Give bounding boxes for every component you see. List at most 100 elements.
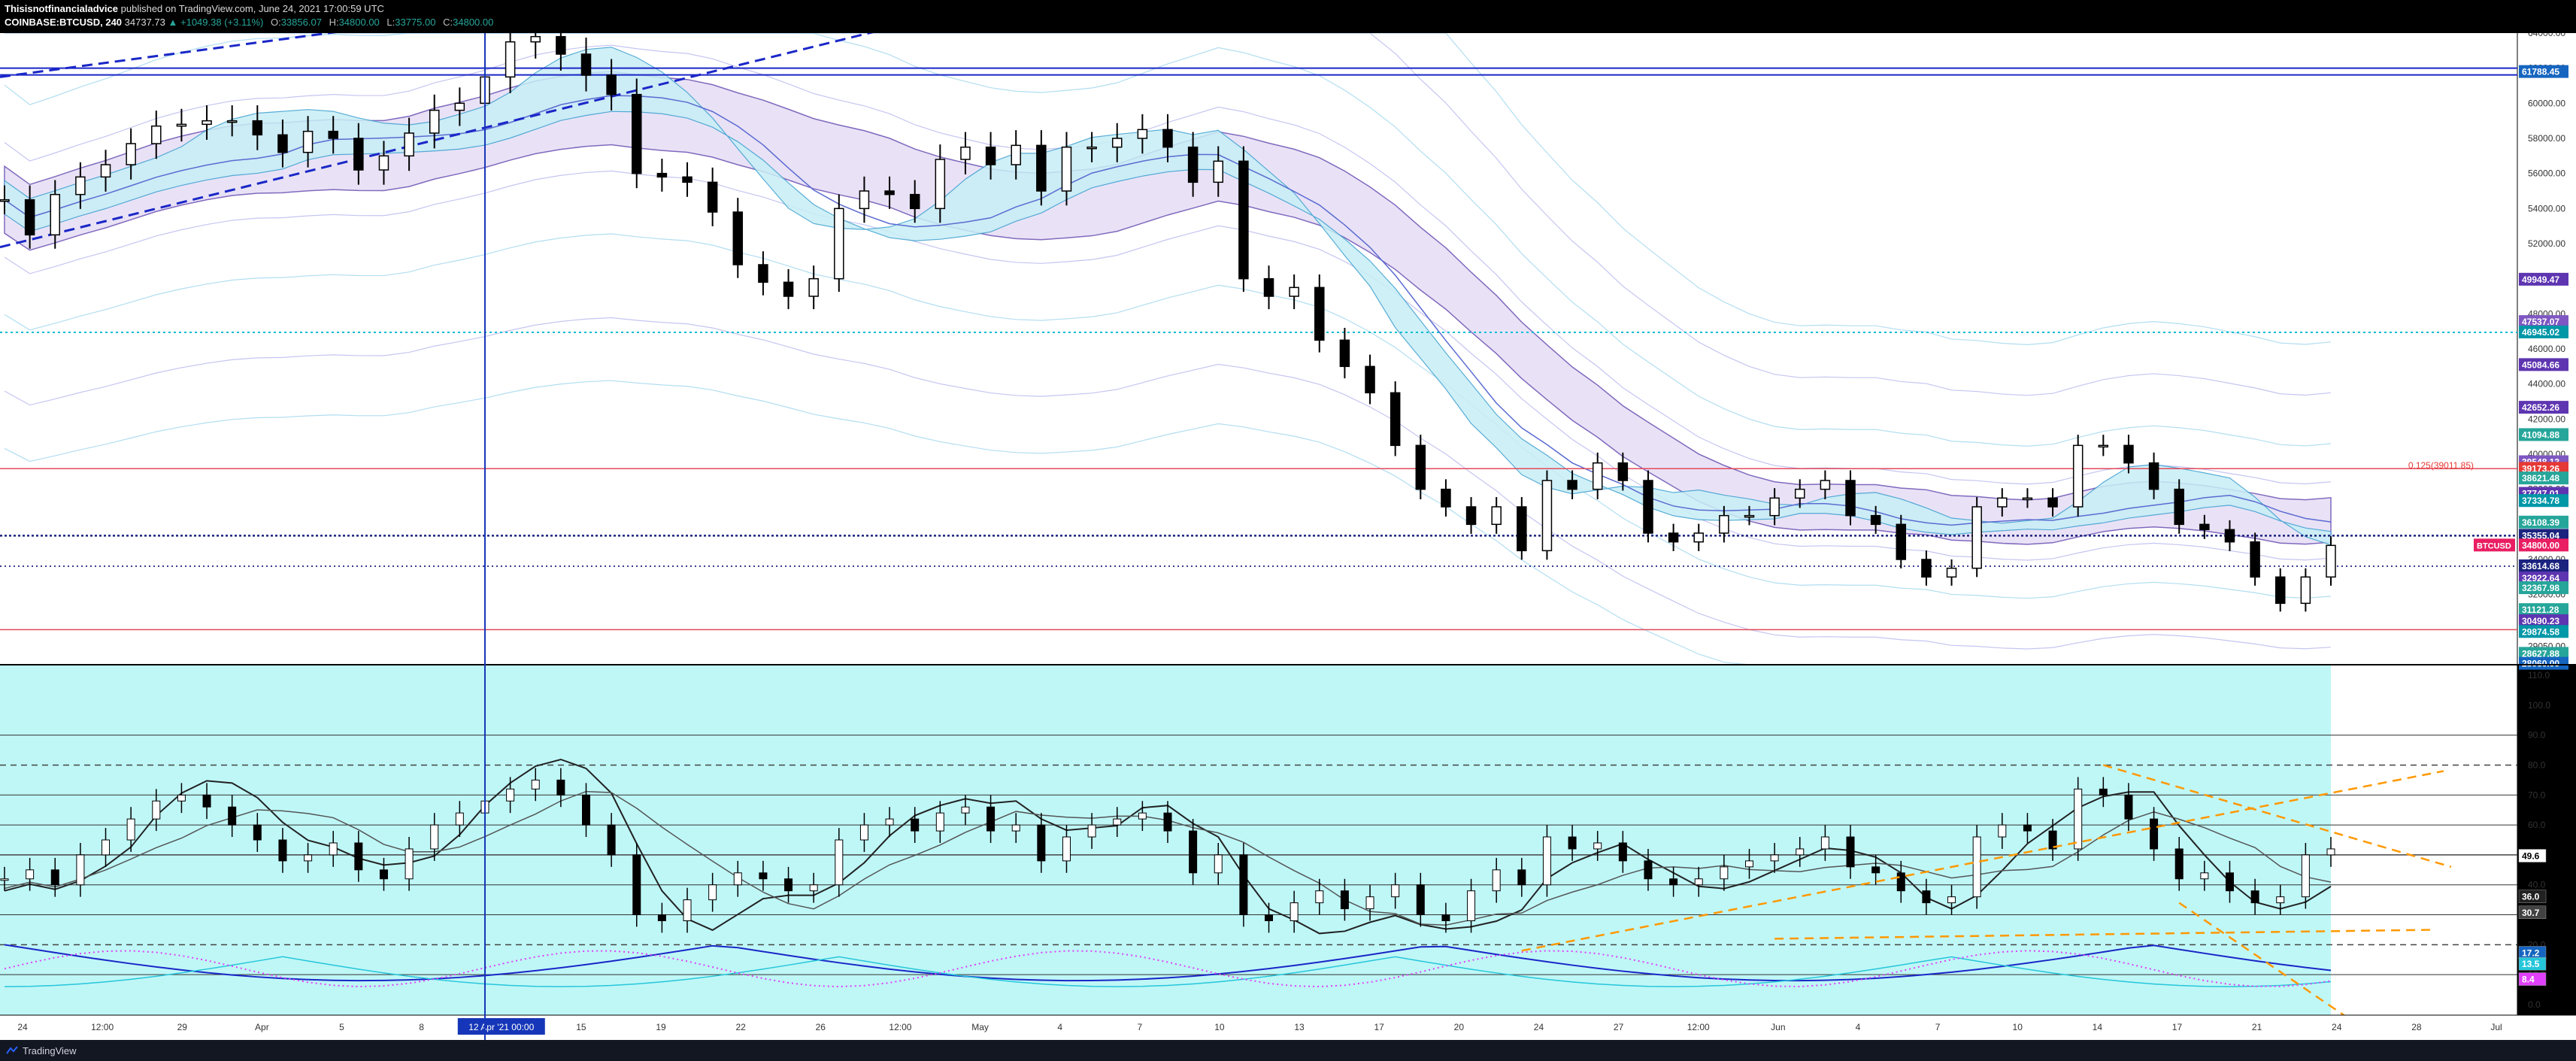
candle-body[interactable] [1238,160,1249,280]
osc-candle-body[interactable] [683,899,692,922]
osc-candle-body[interactable] [1138,812,1147,820]
candle-body[interactable] [1213,160,1224,183]
osc-candle-body[interactable] [1922,890,1931,904]
candle-body[interactable] [1541,480,1553,552]
osc-candle-body[interactable] [1391,884,1400,898]
candle-body[interactable] [429,109,440,134]
candle-body[interactable] [126,143,136,165]
candle-body[interactable] [1845,480,1856,517]
osc-candle-body[interactable] [177,794,186,802]
candle-body[interactable] [1162,129,1173,148]
osc-candle-body[interactable] [126,818,135,841]
osc-candle-body[interactable] [2276,896,2285,904]
chart-canvas[interactable]: 0.125(39011.85)64000.0062000.0060000.005… [0,33,2576,1040]
osc-candle-body[interactable] [961,806,970,814]
candle-body[interactable] [732,211,744,265]
osc-candle-body[interactable] [1062,836,1071,862]
candle-body[interactable] [632,93,642,174]
osc-candle-body[interactable] [1492,869,1501,892]
osc-candle-body[interactable] [26,869,35,880]
osc-candle-body[interactable] [1011,824,1020,832]
candle-body[interactable] [1896,523,1907,560]
osc-candle-body[interactable] [1037,824,1046,862]
candle-body[interactable] [1011,144,1021,165]
osc-candle-body[interactable] [1846,836,1855,868]
candle-body[interactable] [1795,488,1805,499]
candle-body[interactable] [1036,144,1047,192]
osc-candle-body[interactable] [911,818,920,832]
osc-candle-body[interactable] [1315,890,1324,904]
osc-candle-body[interactable] [859,824,868,841]
time-axis[interactable]: 24 12:00 29 Apr 5 8 12 Apr '21 00:00 15 19 22 26 12… [0,1014,2576,1040]
osc-candle-body[interactable] [1720,866,1729,880]
candle-body[interactable] [1314,286,1325,341]
candle-body[interactable] [1592,462,1603,490]
osc-candle-body[interactable] [2150,818,2159,850]
osc-candle-body[interactable] [2301,854,2310,898]
candle-body[interactable] [1643,480,1653,534]
candle-body[interactable] [1820,480,1831,490]
candle-body[interactable] [151,125,162,144]
candle-body[interactable] [2274,576,2286,605]
candle-body[interactable] [1441,488,1451,508]
osc-candle-body[interactable] [885,818,894,826]
candle-body[interactable] [1668,532,1679,543]
candle-body[interactable] [1997,497,2008,508]
candle-body[interactable] [2326,544,2336,578]
osc-candle-body[interactable] [2124,794,2133,820]
osc-candle-body[interactable] [1265,914,1274,922]
candle-body[interactable] [75,176,86,196]
osc-candle-body[interactable] [582,794,590,826]
candle-body[interactable] [1086,146,1097,150]
osc-candle-body[interactable] [50,869,59,886]
candle-body[interactable] [202,120,212,126]
candle-body[interactable] [2224,529,2235,543]
osc-candle-body[interactable] [1290,902,1299,922]
osc-candle-body[interactable] [430,824,439,850]
osc-candle-body[interactable] [1644,860,1653,880]
candle-body[interactable] [454,102,465,111]
candle-body[interactable] [859,190,870,210]
osc-candle-body[interactable] [657,914,666,922]
candle-body[interactable] [1693,532,1704,543]
candle-body[interactable] [1921,559,1932,578]
candle-body[interactable] [1491,506,1502,526]
osc-candle-body[interactable] [1441,914,1450,922]
osc-candle-body[interactable] [1568,836,1577,850]
candle-body[interactable] [277,134,288,153]
osc-candle-body[interactable] [1694,878,1703,886]
candle-body[interactable] [580,53,592,76]
osc-candle-body[interactable] [1770,854,1779,862]
candle-body[interactable] [556,35,566,55]
symbol-name[interactable]: COINBASE:BTCUSD, 240 [5,17,123,28]
candle-body[interactable] [1390,392,1401,447]
osc-candle-body[interactable] [809,884,818,892]
candle-body[interactable] [1769,497,1780,517]
candle-body[interactable] [682,176,692,183]
osc-candle-body[interactable] [2225,872,2234,892]
osc-candle-body[interactable] [1947,896,1956,904]
candle-body[interactable] [2072,444,2084,508]
candle-body[interactable] [783,281,794,297]
osc-candle-body[interactable] [986,806,996,832]
candle-body[interactable] [884,190,895,196]
osc-candle-body[interactable] [2074,788,2083,850]
osc-candle-body[interactable] [2023,824,2032,832]
candle-body[interactable] [2174,488,2184,526]
osc-candle-body[interactable] [354,842,363,871]
osc-candle-body[interactable] [531,779,540,790]
osc-candle-body[interactable] [2250,890,2259,904]
osc-candle-body[interactable] [379,869,388,880]
candle-body[interactable] [50,193,61,236]
oscillator-pane[interactable]: 110.0100.090.080.070.060.050.040.030.020… [0,664,2576,1017]
osc-candle-body[interactable] [1517,869,1526,886]
osc-candle-body[interactable] [1972,836,1981,898]
osc-candle-body[interactable] [1340,890,1349,910]
candle-body[interactable] [328,130,338,139]
osc-candle-body[interactable] [2174,848,2184,880]
osc-candle-body[interactable] [1087,824,1096,838]
osc-candle-body[interactable] [1542,836,1551,886]
candle-body[interactable] [2148,462,2159,490]
osc-candle-body[interactable] [304,854,313,862]
osc-candle-body[interactable] [76,854,85,886]
